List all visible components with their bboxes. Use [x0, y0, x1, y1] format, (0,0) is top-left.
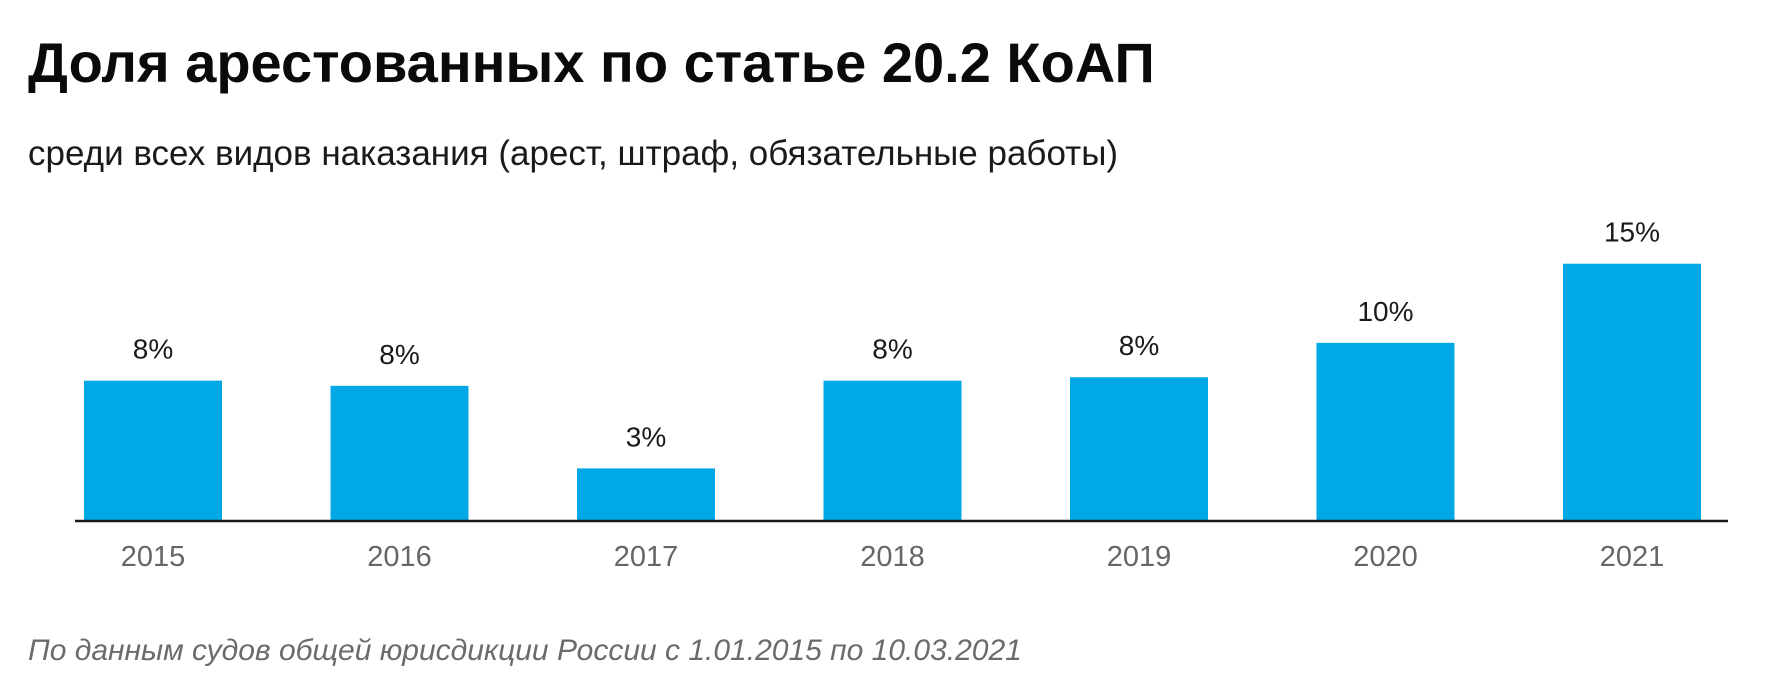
chart-title: Доля арестованных по статье 20.2 КоАП: [28, 31, 1155, 94]
x-tick-label-2015: 2015: [121, 541, 186, 573]
chart-subtitle: среди всех видов наказания (арест, штраф…: [28, 134, 1119, 173]
bar-chart: 8% 8% 3% 8% 8% 10% 15% 2015 2016 2017 2018 2019 202…: [75, 217, 1728, 573]
data-label-2021: 15%: [1604, 217, 1660, 248]
x-tick-labels-layer: 2015 2016 2017 2018 2019 2020 2021: [121, 541, 1665, 573]
x-tick-label-2020: 2020: [1353, 541, 1418, 573]
bar-2017: [577, 468, 715, 520]
x-tick-label-2016: 2016: [367, 541, 432, 573]
bars-layer: [84, 263, 1701, 520]
bar-2015: [84, 380, 222, 520]
bar-2020: [1316, 342, 1455, 520]
x-tick-label-2021: 2021: [1600, 541, 1665, 573]
x-tick-label-2019: 2019: [1107, 541, 1172, 573]
data-label-2019: 8%: [1119, 330, 1159, 361]
source-note: По данным судов общей юрисдикции России …: [28, 634, 1022, 667]
data-label-2015: 8%: [133, 334, 173, 365]
data-labels-layer: 8% 8% 3% 8% 8% 10% 15%: [133, 217, 1660, 453]
x-tick-label-2017: 2017: [614, 541, 679, 573]
data-label-2018: 8%: [872, 334, 912, 365]
x-tick-label-2018: 2018: [860, 541, 925, 573]
data-label-2020: 10%: [1357, 296, 1413, 327]
bar-2021: [1563, 263, 1701, 520]
bar-2018: [823, 380, 962, 520]
bar-2016: [330, 385, 469, 520]
data-label-2017: 3%: [626, 421, 666, 452]
bar-2019: [1070, 377, 1208, 520]
data-label-2016: 8%: [379, 339, 419, 370]
